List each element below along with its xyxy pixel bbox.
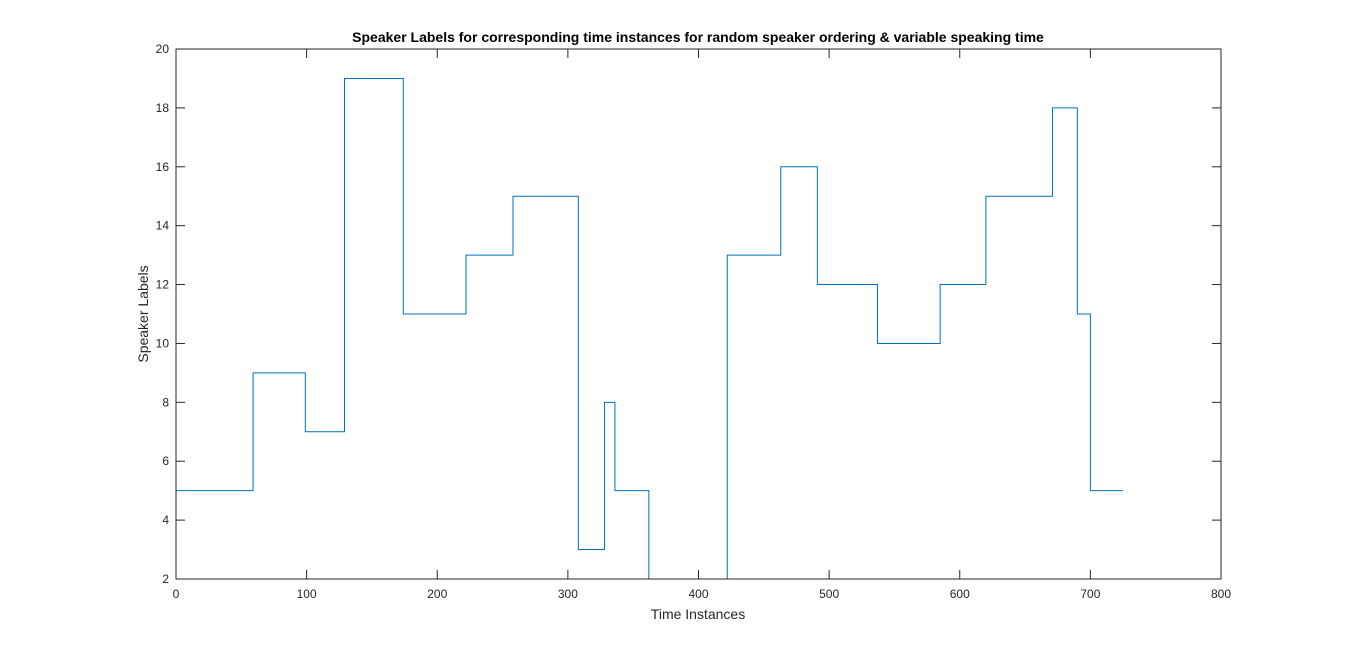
axes-box [175, 48, 1222, 580]
x-tick-label: 500 [819, 587, 839, 601]
x-tick-label: 100 [297, 587, 317, 601]
x-tick-label: 600 [950, 587, 970, 601]
y-tick-label: 16 [156, 160, 170, 174]
x-axis-ticks: 0 100 200 300 400 500 600 700 800 [173, 49, 1231, 601]
y-axis-label: Speaker Labels [135, 265, 151, 362]
y-tick-label: 14 [156, 219, 170, 233]
x-tick-label: 800 [1211, 587, 1231, 601]
y-tick-label: 20 [156, 42, 170, 56]
plot-area [176, 77, 1124, 579]
x-tick-label: 300 [558, 587, 578, 601]
y-tick-label: 6 [162, 454, 169, 468]
y-tick-label: 8 [162, 395, 169, 409]
x-axis-label: Time Instances [651, 606, 745, 622]
y-tick-label: 10 [156, 336, 170, 350]
series-line [176, 77, 1124, 579]
x-tick-label: 400 [688, 587, 708, 601]
y-axis-ticks: 2 4 6 8 10 12 14 16 18 20 [156, 42, 1221, 586]
y-tick-label: 12 [156, 278, 170, 292]
y-tick-label: 18 [156, 101, 170, 115]
x-tick-label: 700 [1080, 587, 1100, 601]
x-tick-label: 200 [427, 587, 447, 601]
y-tick-label: 2 [162, 572, 169, 586]
y-tick-label: 4 [162, 513, 169, 527]
x-tick-label: 0 [173, 587, 180, 601]
chart-title: Speaker Labels for corresponding time in… [352, 29, 1044, 45]
